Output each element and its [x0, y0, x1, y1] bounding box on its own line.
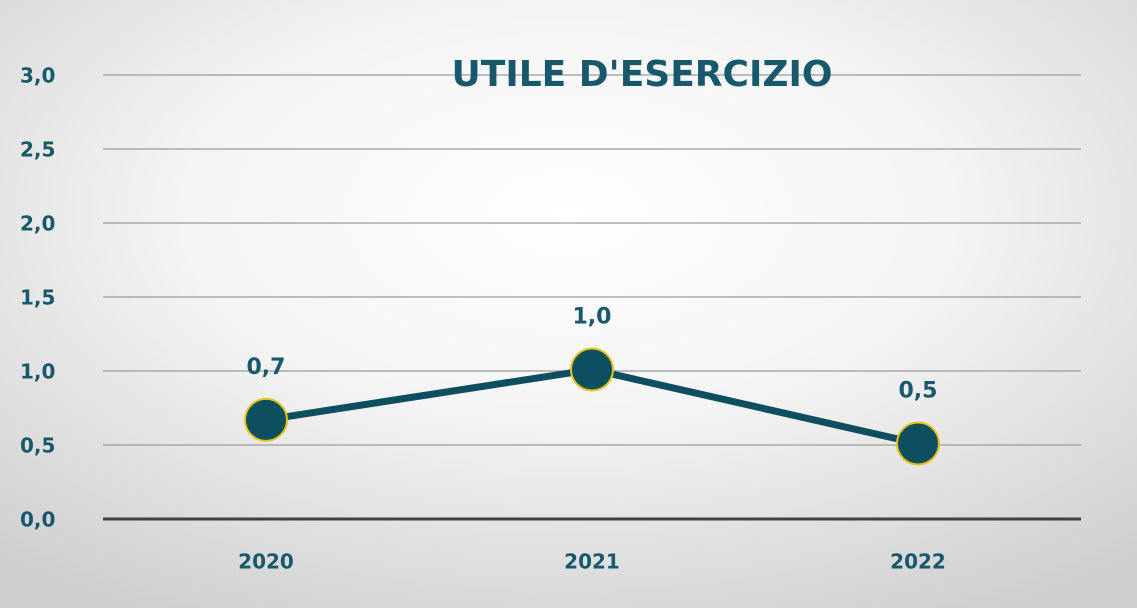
- y-tick-label: 0,5: [20, 434, 55, 458]
- data-label: 0,7: [247, 355, 286, 380]
- x-tick-label: 2020: [238, 550, 294, 574]
- y-tick-label: 1,5: [20, 286, 55, 310]
- x-tick-label: 2022: [890, 550, 946, 574]
- y-tick-label: 2,0: [20, 212, 55, 236]
- y-tick-label: 3,0: [20, 64, 55, 88]
- y-tick-label: 1,0: [20, 360, 55, 384]
- marker: [570, 347, 614, 392]
- y-tick-label: 0,0: [20, 508, 55, 532]
- x-tick-label: 2021: [564, 550, 620, 574]
- marker: [244, 397, 288, 442]
- data-label: 0,5: [899, 379, 938, 404]
- marker: [896, 421, 940, 466]
- data-label: 1,0: [573, 305, 612, 330]
- y-tick-label: 2,5: [20, 138, 55, 162]
- chart-title: UTILE D'ESERCIZIO: [452, 54, 833, 95]
